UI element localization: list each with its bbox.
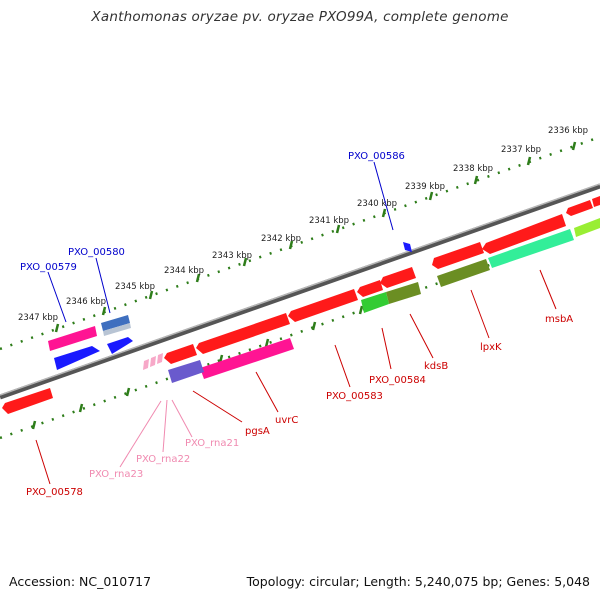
leader-PXO_rna21 [171,399,193,438]
gene-lpxK-olive [437,259,490,287]
gene-rna21 [157,353,163,364]
kbp-label: 2341 kbp [309,216,349,226]
label-PXO_00579: PXO_00579 [20,262,77,273]
label-PXO_00586: PXO_00586 [348,151,405,162]
leader-pgsA [192,390,243,423]
kbp-label: 2344 kbp [164,266,204,276]
gene-red-d [357,280,383,297]
leader-PXO_00583 [334,344,351,388]
gene-PXO_00580-arrow-shadow [103,323,131,336]
kbp-label: 2338 kbp [453,164,493,174]
leader-msbA [539,269,557,310]
gene-PXO_00580-arrow [101,315,130,331]
reverse-genes [2,196,600,414]
gene-PXO_00578-red [2,388,53,414]
gene-red-e [164,344,197,364]
kbp-label: 2337 kbp [501,145,541,155]
kbp-label: 2346 kbp [66,297,106,307]
gene-rna22 [150,356,156,367]
label-PXO_rna21: PXO_rna21 [185,438,239,449]
label-PXO_rna23: PXO_rna23 [89,469,143,480]
gene-mint [488,229,574,268]
kbp-label: 2339 kbp [405,182,445,192]
gene-pgsA-magenta [200,338,294,379]
leader-lines [35,161,557,485]
label-PXO_rna22: PXO_rna22 [136,454,190,465]
gene-PXO_00579-blue [54,346,100,370]
leader-PXO_00579 [47,271,67,323]
leader-PXO_00586 [373,161,394,231]
gene-uvrC-red [196,313,290,354]
label-pgsA: pgsA [245,426,270,437]
gene-red-b [592,196,600,207]
label-PXO_00584: PXO_00584 [369,375,426,386]
gene-rna23 [143,359,149,370]
kbp-tick-marks [54,141,577,333]
forward-genes [48,242,412,370]
label-kdsB: kdsB [424,361,448,372]
kbp-labels: 2336 kbp 2337 kbp 2338 kbp 2339 kbp 2340… [18,126,588,323]
gene-red-a [566,200,593,216]
label-PXO_00580: PXO_00580 [68,247,125,258]
gene-PXO_00583-red [288,289,358,322]
gene-kdsB-red [380,267,416,288]
kbp-label: 2336 kbp [548,126,588,136]
label-uvrC: uvrC [275,415,298,426]
label-msbA: msbA [545,314,573,325]
label-lpxK: lpxK [480,342,502,353]
leader-PXO_00580 [95,257,111,314]
accession-text: Accession: NC_010717 [9,574,152,589]
gene-labels: PXO_00586 PXO_00580 PXO_00579 msbA lpxK … [20,151,573,498]
leader-PXO_00584 [381,327,392,370]
map-title: Xanthomonas oryzae pv. oryzae PXO99A, co… [91,9,509,25]
gene-lime [574,218,600,237]
leader-PXO_rna22 [162,399,168,453]
kbp-label: 2345 kbp [115,282,155,292]
gene-red-c [432,242,484,269]
genome-backbone-highlight [0,183,600,396]
genome-summary-text: Topology: circular; Length: 5,240,075 bp… [246,574,590,589]
genome-backbone [0,183,600,400]
kbp-label: 2342 kbp [261,234,301,244]
gene-pgsA-violet [168,360,204,383]
kbp-label: 2340 kbp [357,199,397,209]
gene-msbA-red [482,214,566,254]
gene-PXO_00584-green [361,292,389,313]
leader-PXO_00578 [35,439,51,485]
gene-PXO_00586-arrow [403,242,412,252]
label-PXO_00578: PXO_00578 [26,487,83,498]
leader-PXO_rna23 [119,400,162,468]
gene-blue-arrow [107,337,133,354]
kbp-label: 2347 kbp [18,313,58,323]
leader-kdsB [409,313,434,359]
label-PXO_00583: PXO_00583 [326,391,383,402]
gene-kdsB-olive [386,282,421,304]
kbp-label: 2343 kbp [212,251,252,261]
gene-PXO_00579-magenta [48,326,97,351]
leader-uvrC [255,371,279,413]
leader-lpxK [470,289,490,339]
